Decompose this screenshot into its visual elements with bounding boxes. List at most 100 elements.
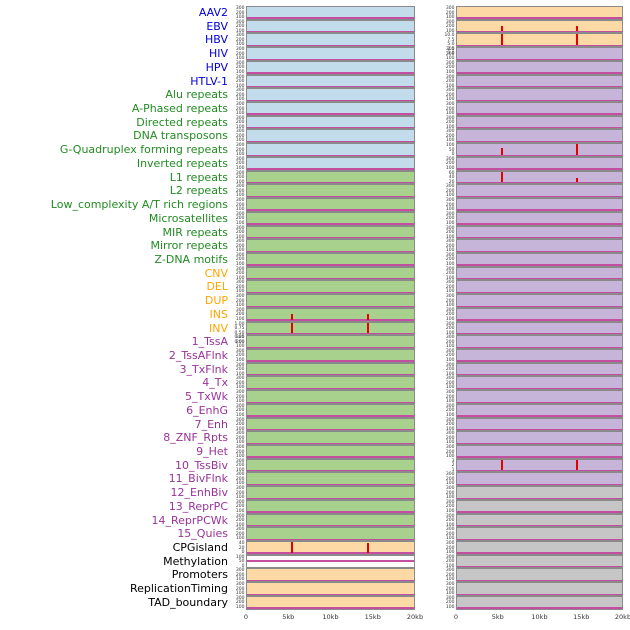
signal-track-left	[246, 74, 415, 89]
y-tick-label: 100	[235, 536, 245, 542]
y-axis-tick-labels: 300 200 100	[232, 267, 246, 281]
y-axis-tick-labels: 300 200 100	[232, 445, 246, 459]
signal-spike	[500, 25, 503, 32]
y-tick-label: 300	[235, 348, 245, 354]
signal-track-left	[246, 431, 415, 445]
signal-baseline	[457, 332, 622, 335]
x-tick-label: 15kb	[573, 612, 590, 621]
y-tick-label: 200	[235, 518, 245, 524]
signal-baseline	[457, 387, 622, 390]
y-tick-label: 100	[445, 481, 455, 487]
signal-track-left	[246, 280, 415, 295]
signal-track-left	[246, 554, 415, 569]
y-axis-tick-labels: 300 200 100	[442, 541, 456, 555]
column-gap	[415, 376, 442, 390]
row-label: 6_EnhG	[186, 403, 228, 417]
y-tick-label: 200	[445, 545, 455, 551]
y-tick-label: 300	[235, 143, 245, 149]
track-row-12-enhbiv: 12_EnhBiv 300 200 100 300 200 100	[0, 486, 630, 500]
y-tick-label: 300	[445, 390, 455, 396]
signal-baseline	[457, 127, 622, 129]
y-axis-tick-labels: 300 200 100	[232, 129, 246, 143]
y-axis-tick-labels: 300 200 100	[442, 226, 456, 240]
track-row-4-tx: 4_Tx 300 200 100 300 200 100	[0, 376, 630, 391]
y-tick-label: 100	[445, 536, 455, 542]
y-tick-label: 200	[445, 380, 455, 386]
y-tick-label: 300	[445, 294, 455, 300]
y-tick-label: 200	[445, 559, 455, 565]
y-tick-label: 300	[445, 376, 455, 382]
y-tick-label: 200	[235, 51, 245, 57]
y-tick-label: 300	[235, 60, 245, 66]
x-axis-left: 0 5kb 10kb 15kb 20kb	[244, 610, 423, 626]
y-axis-tick-labels: 300 200 100	[232, 88, 246, 102]
signal-spike	[291, 313, 294, 320]
y-axis-tick-labels: 300 200 100	[442, 527, 456, 541]
signal-baseline	[457, 442, 622, 444]
y-axis-tick-labels: 300 200 100	[232, 61, 246, 75]
y-axis-tick-labels: 300 200 100	[442, 294, 456, 308]
y-tick-label: 200	[235, 476, 245, 482]
y-tick-label: 100	[235, 207, 245, 213]
y-tick-label: 300	[445, 88, 455, 94]
y-tick-label: 100	[235, 385, 245, 391]
y-tick-label: 200	[445, 476, 455, 482]
y-axis-tick-labels: 300 200 100	[232, 198, 246, 212]
signal-baseline	[457, 511, 622, 513]
y-tick-label: 300	[445, 486, 455, 492]
y-tick-label: 0.25	[234, 335, 245, 341]
track-row-promoters: Promoters 300 200 100 300 200 100	[0, 568, 630, 583]
y-tick-label: 300	[235, 33, 245, 39]
y-tick-label: 200	[235, 298, 245, 304]
column-gap	[415, 472, 442, 486]
y-tick-label: 300	[445, 307, 455, 313]
signal-spike	[367, 543, 370, 553]
signal-spike	[575, 25, 578, 32]
signal-baseline	[247, 525, 414, 527]
y-axis-tick-labels: 300 200 100	[442, 102, 456, 116]
y-tick-label: 0	[451, 152, 455, 158]
y-axis-tick-labels: 300 200 100	[232, 143, 246, 157]
y-tick-label: 100	[445, 454, 455, 459]
track-row-dna-transposons: DNA transposons 300 200 100 300 200 100	[0, 129, 630, 144]
y-tick-label: 200	[235, 202, 245, 208]
y-tick-label: 100	[445, 138, 455, 144]
row-label: 5_TxWk	[185, 390, 228, 404]
y-tick-label: 200	[445, 133, 455, 139]
y-tick-label: 200	[445, 216, 455, 222]
y-tick-label: 300	[235, 47, 245, 53]
track-rows: AAV2 300 200 100 300 200 100 EBV 300 200 100 300 200…	[0, 6, 630, 610]
y-tick-label: 10.0	[444, 33, 455, 39]
row-label: 11_BivFlnk	[168, 472, 228, 486]
signal-baseline	[457, 278, 622, 280]
signal-baseline	[247, 127, 414, 129]
signal-baseline	[457, 168, 622, 170]
y-tick-label: 100	[445, 28, 455, 34]
y-tick-label: 300	[235, 568, 245, 574]
y-tick-label: 200	[235, 188, 245, 194]
signal-track-right	[456, 102, 623, 116]
y-axis-tick-labels: 300 200 100	[232, 418, 246, 432]
y-tick-label: 3	[451, 458, 455, 464]
track-row-mirror-repeats: Mirror repeats 300 200 100 300 200 100	[0, 239, 630, 253]
y-tick-label: 300	[235, 115, 245, 121]
y-tick-label: 300	[445, 74, 455, 80]
y-tick-label: 100	[235, 554, 245, 560]
y-axis-tick-labels: 300 200 100	[232, 472, 246, 486]
column-gap	[415, 6, 442, 20]
y-axis-tick-labels: 300 200 100	[442, 335, 456, 349]
signal-baseline	[247, 415, 414, 417]
y-tick-label: 300	[445, 198, 455, 204]
y-axis-tick-labels: 300 200 100	[442, 116, 456, 130]
signal-track-left	[246, 143, 415, 157]
y-tick-label: 300	[235, 390, 245, 396]
y-tick-label: 200	[445, 518, 455, 524]
y-axis-tick-labels: 300 200 100	[232, 363, 246, 377]
y-tick-label: 300	[445, 568, 455, 574]
x-tick-label: 5kb	[491, 612, 504, 621]
signal-track-left	[246, 6, 415, 20]
y-tick-label: 200	[235, 120, 245, 126]
y-tick-label: 300	[445, 6, 455, 11]
signal-baseline	[457, 305, 622, 307]
